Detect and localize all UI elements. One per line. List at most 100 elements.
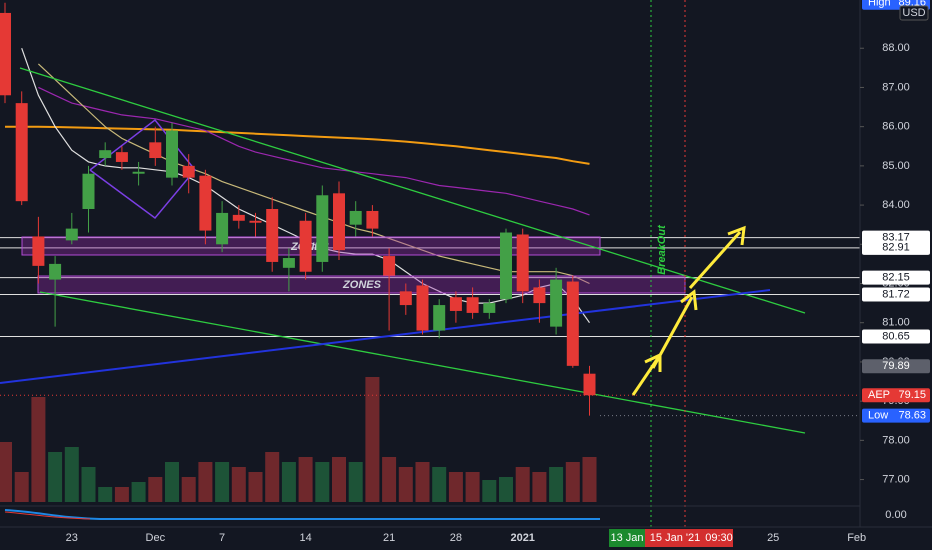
y-tick-label: 86.00: [882, 121, 910, 133]
candle-body: [0, 12, 11, 96]
candle-body: [99, 150, 112, 159]
volume-bar: [48, 452, 63, 502]
volume-bar: [348, 462, 363, 502]
volume-bar: [482, 480, 497, 502]
low-label: Low: [868, 410, 888, 422]
arrow: [688, 231, 742, 289]
moving-average: [5, 125, 590, 165]
level-label: 81.72: [882, 288, 910, 300]
candle-body: [416, 285, 429, 331]
volume-bar: [332, 457, 346, 502]
candle-body: [216, 212, 229, 245]
candle-body: [249, 220, 262, 223]
candle-body: [550, 279, 563, 327]
marker-label: 13 Jan: [610, 532, 643, 544]
level-label-box: [862, 329, 930, 344]
candle-body: [449, 297, 462, 311]
x-tick-label: 2021: [510, 532, 534, 544]
candle-body: [232, 214, 245, 221]
candle-body: [533, 287, 546, 304]
y-tick-label: 84.00: [882, 199, 910, 211]
x-tick-label: 21: [383, 532, 395, 544]
candle-body: [166, 130, 178, 178]
indicator-line: [4, 509, 600, 520]
volume-bar: [281, 462, 296, 502]
candle-body: [366, 210, 379, 229]
candle-body: [149, 142, 162, 159]
level-label: 83.17: [882, 232, 910, 244]
volume-bar: [215, 462, 230, 502]
candle-body: [82, 173, 95, 210]
volume-bar: [231, 467, 246, 502]
candle-body: [49, 263, 62, 280]
x-tick-label: 23: [66, 532, 78, 544]
x-tick-label: 25: [767, 532, 779, 544]
pattern: [89, 118, 196, 220]
volume-bar: [382, 457, 397, 502]
arrow-head: [727, 225, 746, 246]
moving-average: [38, 86, 590, 216]
arrows: [631, 225, 746, 396]
marker-label: 15 Jan '21: [650, 532, 700, 544]
candle-body: [266, 209, 279, 262]
candle-body: [15, 103, 28, 202]
currency-box: [899, 5, 929, 21]
breakout-label: BreakOut: [656, 224, 668, 275]
candle-body: [32, 236, 45, 266]
volume-bar: [515, 467, 530, 502]
volume-bar: [131, 482, 146, 502]
volume-bar: [31, 397, 46, 502]
candle-body: [65, 228, 78, 241]
indicator-line: [4, 511, 91, 520]
candle-body: [349, 210, 362, 225]
x-tick-label: Feb: [847, 532, 866, 544]
high-label: 89.16: [898, 0, 926, 9]
marker-label-box: [609, 529, 645, 547]
level-label-box: [862, 240, 930, 255]
x-tick-label: Dec: [146, 532, 166, 544]
marker-label-box: [645, 529, 705, 547]
trend-line: [0, 289, 771, 384]
candle-body: [399, 291, 412, 306]
candle-body: [583, 373, 596, 396]
candle-body: [299, 220, 312, 272]
volume-bar: [198, 462, 213, 502]
marker-time-box: [705, 529, 733, 547]
level-label: 82.15: [882, 272, 910, 284]
volume-bar: [298, 457, 313, 502]
volume-bar: [432, 467, 447, 502]
volume-bar: [565, 462, 580, 502]
arrow: [651, 296, 694, 369]
candle-body: [466, 297, 479, 313]
x-tick-label: 7: [219, 532, 225, 544]
volume-bar: [415, 462, 430, 502]
candle-body: [516, 234, 529, 292]
trend-line: [39, 291, 806, 434]
level-label-box: [862, 270, 930, 285]
low-label: 78.63: [898, 410, 926, 422]
volume-bar: [14, 472, 29, 502]
trend-line: [19, 67, 806, 314]
y-tick-label: 78.00: [882, 434, 910, 446]
volume-bar: [582, 457, 597, 502]
candle-body: [182, 165, 195, 178]
volume-bar: [165, 462, 179, 502]
axis-layer: 77.0078.0079.0080.0081.0082.0083.0084.00…: [66, 0, 930, 547]
candle-body: [115, 152, 128, 162]
y-tick-label: 77.00: [882, 473, 910, 485]
volume-bar: [0, 442, 12, 502]
volume-bar: [248, 472, 263, 502]
currency-label: USD: [902, 7, 925, 19]
x-tick-label: 28: [450, 532, 462, 544]
moving-average: [37, 63, 590, 285]
low-label-box: [862, 408, 930, 423]
candle-body: [132, 171, 145, 174]
volume-bar: [532, 472, 547, 502]
candle-body: [199, 175, 212, 231]
candle-body: [282, 258, 295, 268]
volume-bar: [81, 467, 96, 502]
last-close-label: 79.89: [882, 360, 910, 372]
zone-label: ZONES: [342, 279, 382, 291]
volume-bar: [181, 477, 196, 502]
arrow-head: [680, 289, 698, 311]
